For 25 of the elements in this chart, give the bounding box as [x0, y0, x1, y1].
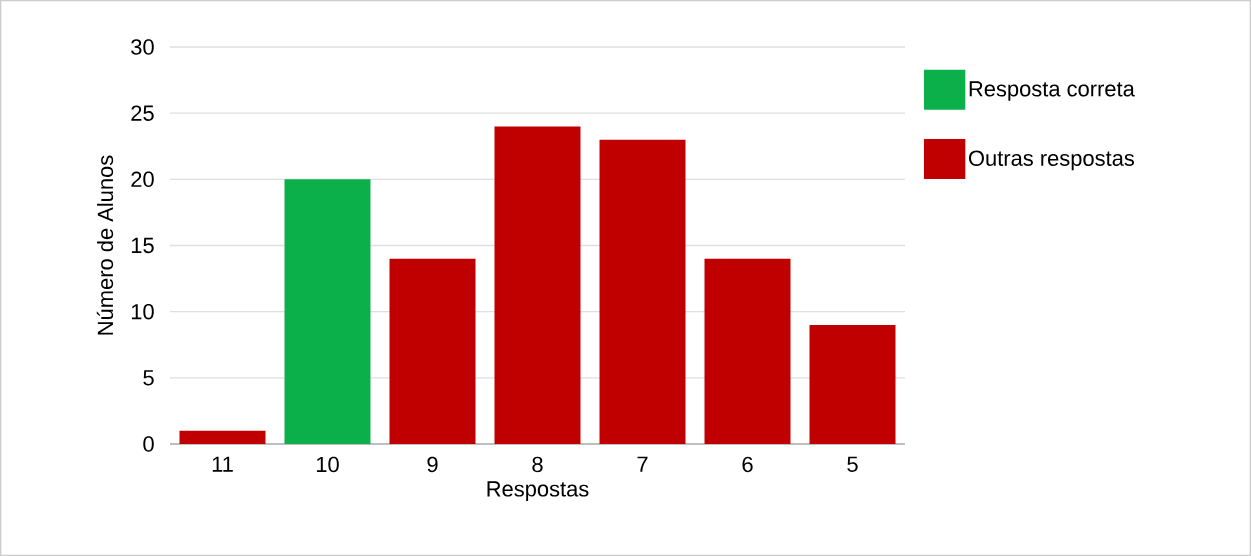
- x-tick-label: 11: [212, 456, 233, 472]
- x-tick-label: 5: [847, 456, 858, 472]
- bar: [809, 324, 896, 444]
- x-tick-label: 7: [637, 456, 648, 472]
- legend-label: Resposta correta: [969, 81, 1135, 101]
- x-axis-title: Respostas: [487, 481, 589, 501]
- bar: [599, 139, 686, 444]
- y-tick-label: 5: [143, 370, 154, 386]
- bar: [284, 179, 371, 444]
- y-tick-label: 25: [131, 105, 154, 121]
- x-tick-label: 10: [316, 456, 339, 473]
- x-tick-label: 8: [532, 456, 543, 473]
- y-tick-label: 10: [131, 303, 154, 320]
- bar: [494, 126, 581, 444]
- x-tick-label: 9: [427, 456, 438, 473]
- bar: [179, 430, 266, 444]
- y-axis-title: Número de Alunos: [96, 155, 114, 335]
- bar: [389, 258, 476, 444]
- y-tick-label: 20: [131, 171, 154, 188]
- y-tick-label: 30: [131, 39, 154, 55]
- bar: [704, 258, 791, 444]
- x-tick-label: 6: [742, 456, 753, 473]
- y-tick-label: 15: [131, 237, 154, 254]
- y-tick-label: 0: [143, 436, 154, 452]
- legend-label: Outras respostas: [969, 150, 1135, 171]
